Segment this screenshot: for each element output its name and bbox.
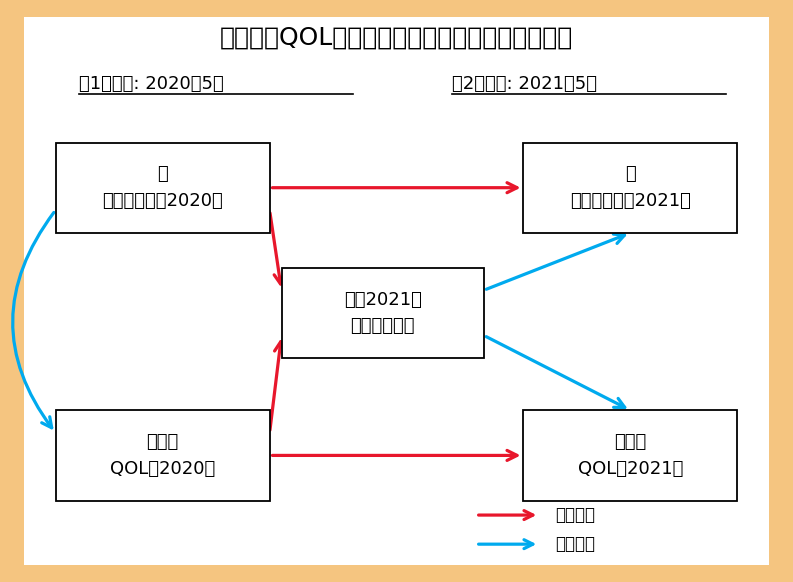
Text: 負の関係: 負の関係	[555, 535, 595, 553]
Text: 子どものQOLと親の抑うつ傾向の変化と相互関係: 子どものQOLと親の抑うつ傾向の変化と相互関係	[220, 26, 573, 50]
FancyBboxPatch shape	[24, 17, 769, 565]
Text: 子ども
QOL（2020）: 子ども QOL（2020）	[110, 433, 215, 478]
Text: 子ども
QOL（2021）: 子ども QOL（2021）	[578, 433, 683, 478]
FancyBboxPatch shape	[523, 143, 737, 233]
FancyBboxPatch shape	[56, 143, 270, 233]
FancyBboxPatch shape	[523, 410, 737, 501]
Text: 正の関係: 正の関係	[555, 506, 595, 524]
Text: 第1回調査: 2020年5月: 第1回調査: 2020年5月	[79, 76, 224, 93]
Text: 親
抑うつ傾向（2020）: 親 抑うつ傾向（2020）	[102, 165, 223, 210]
Text: 親
抑うつ傾向（2021）: 親 抑うつ傾向（2021）	[570, 165, 691, 210]
FancyBboxPatch shape	[56, 410, 270, 501]
Text: 第2回調査: 2021年5月: 第2回調査: 2021年5月	[452, 76, 597, 93]
FancyBboxPatch shape	[282, 268, 484, 358]
Text: 親（2021）
育児ストレス: 親（2021） 育児ストレス	[343, 290, 422, 335]
